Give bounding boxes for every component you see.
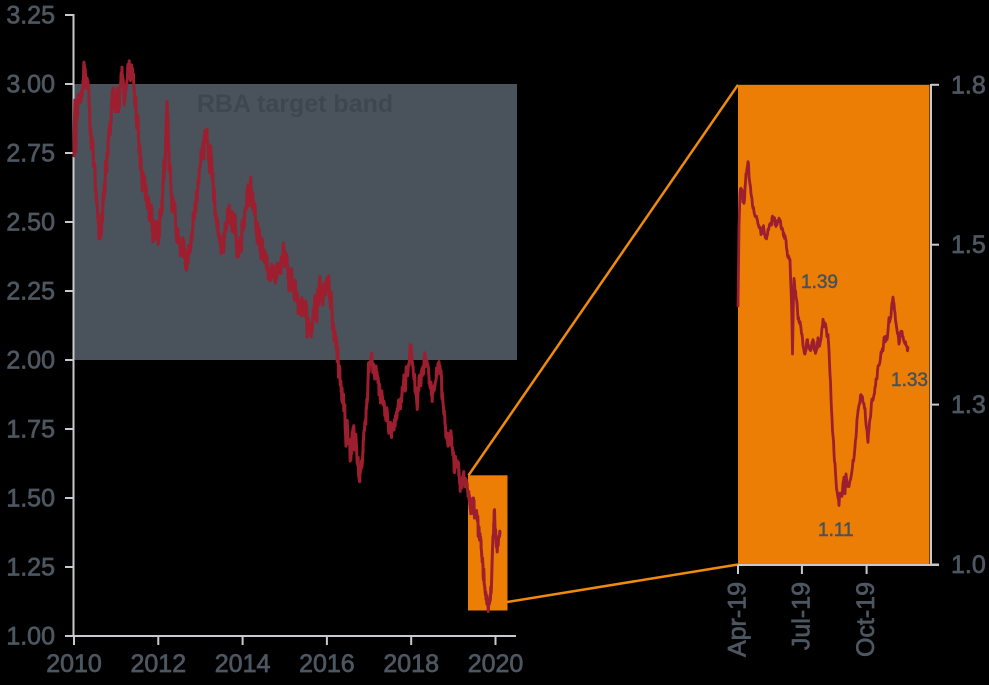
- svg-text:1.25: 1.25: [6, 554, 55, 582]
- svg-text:1.5: 1.5: [951, 231, 986, 259]
- svg-text:2.00: 2.00: [6, 347, 55, 375]
- svg-text:1.33: 1.33: [891, 370, 928, 391]
- svg-text:2010: 2010: [46, 650, 102, 678]
- svg-text:1.75: 1.75: [6, 416, 55, 444]
- svg-text:Jul-19: Jul-19: [787, 582, 815, 650]
- svg-text:2.50: 2.50: [6, 209, 55, 237]
- svg-text:1.0: 1.0: [951, 551, 986, 579]
- svg-text:3.25: 3.25: [6, 2, 55, 30]
- svg-text:2.25: 2.25: [6, 278, 55, 306]
- svg-text:2020: 2020: [468, 650, 524, 678]
- svg-text:1.39: 1.39: [801, 272, 838, 293]
- svg-text:3.00: 3.00: [6, 71, 55, 99]
- svg-text:Apr-19: Apr-19: [724, 582, 752, 657]
- svg-text:2.75: 2.75: [6, 140, 55, 168]
- svg-text:1.8: 1.8: [951, 71, 986, 99]
- svg-text:2018: 2018: [383, 650, 439, 678]
- svg-text:2014: 2014: [215, 650, 271, 678]
- svg-text:1.3: 1.3: [951, 391, 986, 419]
- svg-text:2012: 2012: [130, 650, 186, 678]
- svg-text:1.00: 1.00: [6, 623, 55, 651]
- svg-text:1.50: 1.50: [6, 485, 55, 513]
- svg-text:Oct-19: Oct-19: [852, 582, 880, 657]
- svg-text:1.11: 1.11: [818, 520, 854, 541]
- svg-text:RBA target band: RBA target band: [197, 90, 393, 118]
- svg-text:2016: 2016: [299, 650, 355, 678]
